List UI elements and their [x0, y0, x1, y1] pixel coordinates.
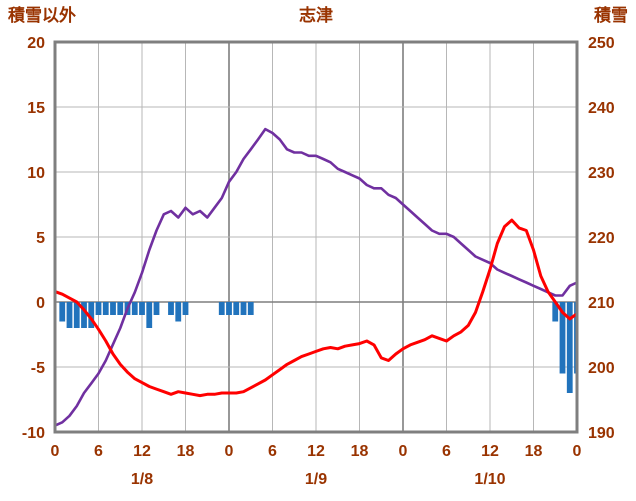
precipitation-bar — [59, 302, 66, 322]
precipitation-bar — [552, 302, 559, 322]
left-tick-label: 20 — [27, 35, 45, 52]
x-tick-label: 18 — [351, 443, 369, 460]
precipitation-bar — [81, 302, 87, 328]
x-tick-label: 0 — [573, 443, 582, 460]
x-tick-label: 0 — [225, 443, 234, 460]
grid-layer — [55, 42, 577, 432]
precipitation-bar — [218, 302, 225, 315]
x-tick-label: 0 — [399, 443, 408, 460]
x-tick-label: 12 — [481, 443, 499, 460]
left-tick-label: 10 — [27, 165, 45, 182]
precipitation-bar — [88, 302, 95, 328]
x-tick-label: 6 — [268, 443, 277, 460]
x-tick-label: 18 — [177, 443, 195, 460]
right-tick-label: 200 — [588, 360, 615, 377]
right-axis-title: 積雪 — [594, 5, 628, 25]
axis-tick-labels: 20 15 10 5 0 -5 -10 250 240 230 220 210 200 190 0 6 12 18… — [22, 35, 615, 488]
left-tick-label: 5 — [36, 230, 45, 247]
precipitation-bar — [153, 302, 160, 315]
precipitation-bar — [182, 302, 189, 315]
precipitation-bar — [175, 302, 182, 322]
x-tick-label: 6 — [442, 443, 451, 460]
precipitation-bar — [566, 302, 573, 393]
precipitation-bar — [73, 302, 80, 328]
precipitation-bar — [226, 302, 232, 315]
precipitation-bar — [247, 302, 254, 315]
right-tick-label: 190 — [588, 425, 615, 442]
right-tick-label: 240 — [588, 100, 615, 117]
day-label: 1/8 — [131, 471, 153, 488]
left-axis-title: 積雪以外 — [8, 5, 76, 25]
x-tick-label: 6 — [94, 443, 103, 460]
precipitation-bar — [117, 302, 124, 315]
left-tick-label: 0 — [36, 295, 45, 312]
left-tick-label: 15 — [27, 100, 45, 117]
plot-frame — [53, 40, 579, 434]
precipitation-bar — [168, 302, 174, 315]
series-layer — [55, 127, 577, 427]
x-tick-label: 0 — [51, 443, 60, 460]
precipitation-bar — [102, 302, 109, 315]
precipitation-bar — [139, 302, 145, 315]
day-label: 1/9 — [305, 471, 327, 488]
day-label: 1/10 — [474, 471, 505, 488]
x-tick-label: 18 — [525, 443, 543, 460]
precipitation-bar — [66, 302, 73, 328]
right-tick-label: 210 — [588, 295, 615, 312]
precipitation-bar — [95, 302, 102, 315]
temperature-line — [55, 218, 577, 398]
precipitation-bar — [110, 302, 116, 315]
right-tick-label: 230 — [588, 165, 615, 182]
right-tick-label: 220 — [588, 230, 615, 247]
left-tick-label: -5 — [31, 360, 45, 377]
precipitation-bar — [559, 302, 566, 374]
precipitation-bar — [146, 302, 153, 328]
precipitation-bar — [240, 302, 247, 315]
x-tick-label: 12 — [133, 443, 151, 460]
right-tick-label: 250 — [588, 35, 615, 52]
left-tick-label: -10 — [22, 425, 45, 442]
snow-depth-line — [55, 127, 577, 427]
precipitation-bar — [131, 302, 138, 315]
chart-title: 志津 — [299, 5, 333, 25]
x-tick-label: 12 — [307, 443, 325, 460]
precipitation-bar — [233, 302, 240, 315]
